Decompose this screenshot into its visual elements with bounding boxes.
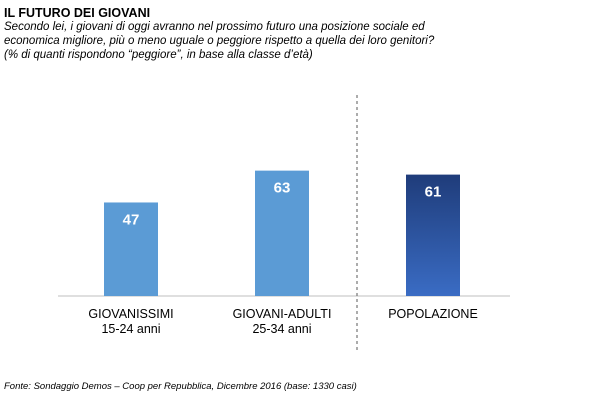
category-label: POPOLAZIONE [388,307,478,321]
bar [406,174,460,296]
bar [255,170,309,296]
bar [104,202,158,296]
source-note: Fonte: Sondaggio Demos – Coop per Repubb… [4,381,357,392]
category-label: GIOVANI-ADULTI [233,307,332,321]
chart-subtitle: Secondo lei, i giovani di oggi avranno n… [4,20,584,62]
chart-title: IL FUTURO DEI GIOVANI [4,6,151,20]
data-label: 61 [425,184,442,201]
subtitle-line: Secondo lei, i giovani di oggi avranno n… [4,21,425,33]
data-label: 63 [274,180,291,197]
category-label: GIOVANISSIMI [88,307,173,321]
category-label: 15-24 anni [101,322,160,336]
category-label: 25-34 anni [252,322,311,336]
subtitle-line: economica migliore, più o meno uguale o … [4,35,435,47]
data-label: 47 [123,211,140,228]
subtitle-line: (% di quanti rispondono “peggiore”, in b… [4,49,313,61]
